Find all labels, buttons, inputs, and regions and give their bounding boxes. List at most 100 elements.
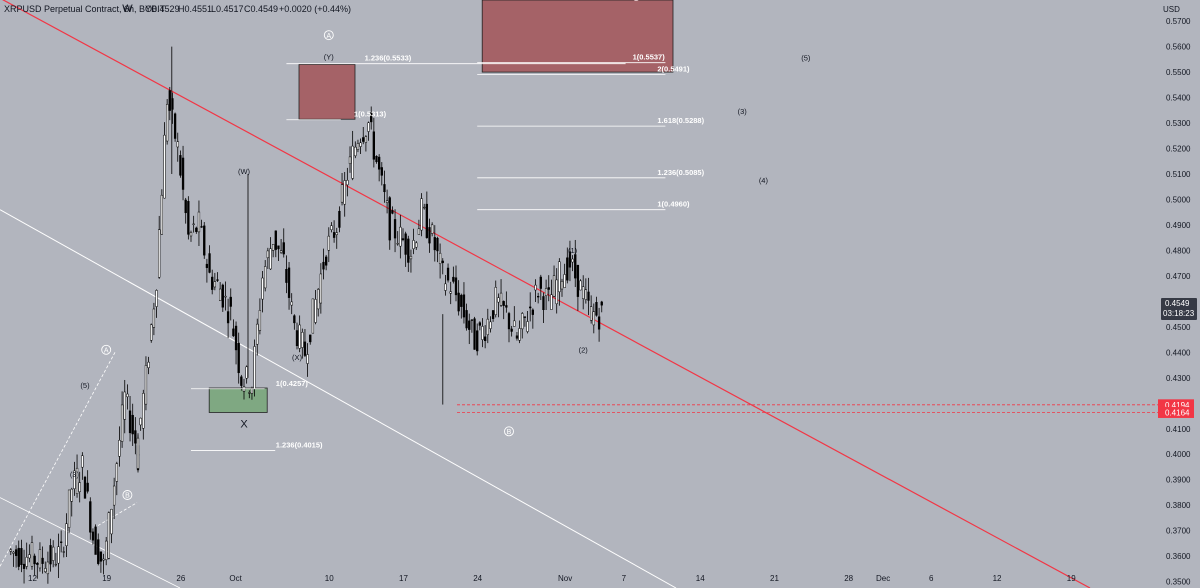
- candle-body: [502, 301, 505, 306]
- x-tick-label: 19: [102, 574, 111, 583]
- fib-level-label: 1(0.4257): [276, 379, 309, 388]
- candle-body: [600, 301, 603, 306]
- candle-body: [20, 548, 23, 565]
- candle-body: [12, 551, 15, 554]
- candle-body: [563, 274, 566, 288]
- candle-body: [298, 324, 301, 349]
- x-tick-label: 10: [325, 574, 334, 583]
- candle-body: [521, 313, 524, 330]
- time-axis[interactable]: 12 19 26 Oct 10 17 24 Nov 7 14 21 28 Dec 6 12 19: [28, 574, 1076, 583]
- candle-body: [30, 542, 34, 567]
- candle-body: [173, 113, 177, 139]
- candle-body: [290, 301, 293, 306]
- candle-body: [494, 287, 497, 315]
- candle-body: [449, 291, 452, 294]
- y-tick-label: 0.4100: [1166, 425, 1191, 434]
- y-tick-label: 0.3500: [1166, 578, 1191, 587]
- candle-body: [266, 250, 270, 259]
- y-tick-label: 0.5000: [1166, 195, 1191, 204]
- candle-body: [335, 232, 338, 235]
- wave-circle: [122, 490, 133, 500]
- candle-body: [478, 322, 482, 326]
- candle-body: [57, 546, 60, 564]
- candle-body: [17, 547, 20, 567]
- wave-label: (3): [738, 107, 748, 116]
- y-tick-label: 0.3600: [1166, 552, 1191, 561]
- candle-body: [404, 233, 407, 255]
- y-tick-label: 0.4800: [1166, 246, 1191, 255]
- ohlc-l: L0.4517: [211, 4, 244, 14]
- candle-body: [425, 203, 429, 238]
- candle-body: [120, 404, 124, 442]
- candle-body: [25, 556, 28, 567]
- candle-body: [375, 155, 378, 163]
- candle-body: [566, 257, 569, 281]
- y-tick-label: 0.4900: [1166, 221, 1191, 230]
- dashed-wave-line-2: [0, 352, 116, 567]
- y-tick-label: 0.4700: [1166, 272, 1191, 281]
- x-tick-label: 24: [473, 574, 482, 583]
- candle-body: [62, 551, 65, 553]
- candle-body: [205, 263, 209, 268]
- candle-body: [420, 198, 423, 231]
- candle-body: [139, 417, 142, 426]
- candle-body: [327, 235, 330, 251]
- candle-body: [134, 430, 137, 444]
- candle-body: [89, 501, 92, 533]
- price-axis[interactable]: USD 0.3500 0.3600 0.3700 0.3800 0.3900 0.4000…: [1163, 5, 1191, 587]
- fib-level-label: 1.236(0.4015): [276, 440, 323, 449]
- wave-circle: [101, 344, 112, 355]
- candle-body: [370, 112, 373, 123]
- candle-body: [523, 316, 527, 318]
- candle-body: [428, 227, 431, 244]
- wave-circle: [323, 30, 334, 41]
- candle-body: [356, 143, 360, 150]
- candle-body: [211, 276, 214, 290]
- candle-body: [189, 232, 193, 237]
- candle-body: [497, 297, 500, 303]
- candles-layer: [9, 46, 603, 584]
- candle-body: [330, 225, 333, 231]
- candle-body: [444, 283, 447, 291]
- candle-body: [319, 273, 323, 304]
- candle-body: [359, 142, 362, 147]
- candle-body: [142, 393, 145, 429]
- candle-body: [584, 289, 588, 300]
- candle-body: [322, 261, 325, 270]
- candle-body: [412, 240, 415, 250]
- candle-body: [216, 279, 219, 281]
- candle-body: [99, 551, 103, 562]
- fib-level-label: 1.618(0.5288): [657, 116, 704, 125]
- currency-label: USD: [1163, 5, 1180, 14]
- candle-body: [128, 410, 132, 434]
- candle-body: [309, 334, 312, 343]
- wave-label: (5): [801, 54, 811, 63]
- candle-body: [587, 291, 590, 301]
- candle-body: [529, 306, 532, 309]
- channel-line-upper: [0, 209, 677, 588]
- candle-body: [393, 219, 397, 239]
- candle-body: [438, 252, 442, 264]
- candle-body: [232, 328, 235, 337]
- candle-body: [499, 292, 503, 306]
- candle-body: [401, 238, 405, 241]
- candle-body: [340, 184, 344, 203]
- zones-layer: [208, 0, 674, 413]
- candle-body: [544, 288, 548, 296]
- y-tick-label: 0.3900: [1166, 476, 1191, 485]
- candle-body: [36, 562, 39, 565]
- channel-line-lower: [0, 497, 181, 588]
- candle-body: [144, 365, 148, 405]
- candle-body: [126, 393, 129, 398]
- wave-label: (Y): [324, 52, 335, 61]
- candle-body: [481, 326, 484, 340]
- candle-body: [115, 463, 118, 482]
- fib-level-label: 1(0.4960): [657, 200, 690, 209]
- candle-body: [226, 311, 230, 324]
- x-tick-label: Nov: [558, 574, 572, 583]
- candle-body: [197, 211, 201, 233]
- candle-body: [571, 258, 574, 263]
- x-tick-label: Dec: [876, 574, 890, 583]
